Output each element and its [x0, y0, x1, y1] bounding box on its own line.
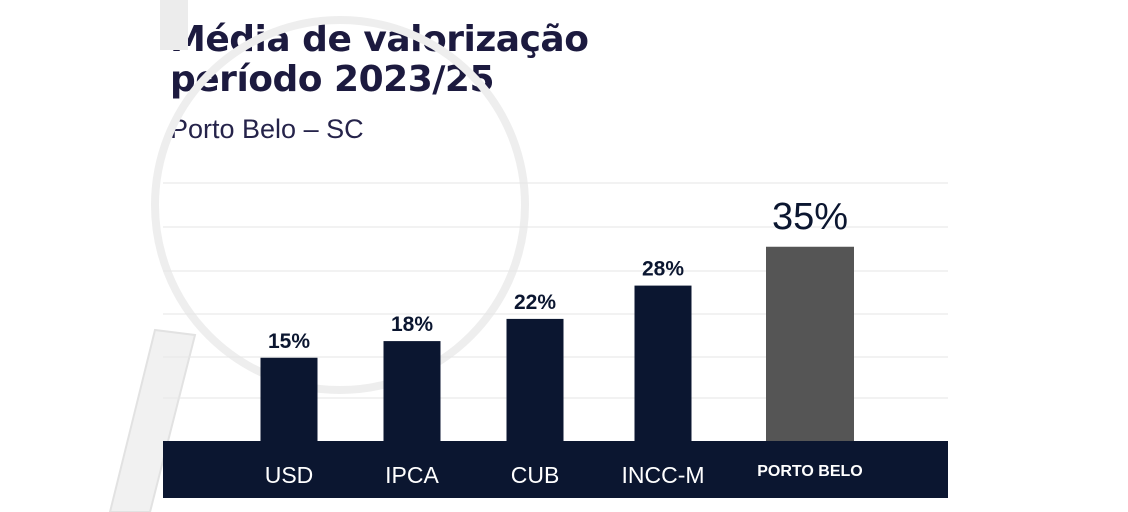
- corner-square-decoration: [160, 0, 188, 50]
- category-label: PORTO BELO: [757, 463, 863, 480]
- bars-group: [260, 246, 854, 441]
- bar: [766, 246, 854, 441]
- bar: [634, 285, 692, 441]
- category-labels: USD IPCA CUB INCC-M PORTO BELO: [265, 462, 863, 488]
- value-label: 35%: [772, 196, 848, 238]
- magnifier-handle: [108, 328, 197, 512]
- bar: [383, 341, 441, 441]
- category-band: [163, 441, 948, 498]
- category-label: IPCA: [385, 462, 439, 488]
- value-label: 18%: [391, 313, 433, 336]
- category-label: USD: [265, 462, 314, 488]
- category-label: INCC-M: [621, 462, 704, 488]
- magnifier-lens-ring: [151, 16, 529, 394]
- value-label: 22%: [514, 291, 556, 314]
- chart-subtitle: Porto Belo – SC: [170, 114, 364, 144]
- title-line-2: período 2023/25: [170, 59, 495, 100]
- bar: [260, 357, 318, 441]
- value-label: 15%: [268, 330, 310, 353]
- bar: [506, 318, 564, 441]
- magnifier-decoration: [108, 0, 529, 512]
- value-labels: 15% 18% 22% 28% 35%: [268, 196, 848, 353]
- value-label: 28%: [642, 258, 684, 281]
- category-label: CUB: [511, 462, 560, 488]
